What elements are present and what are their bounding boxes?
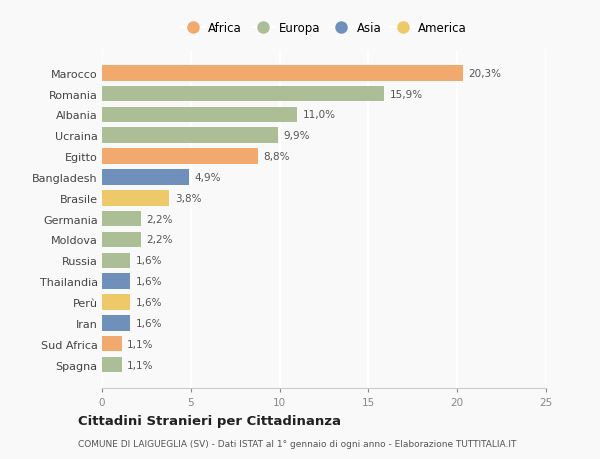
Text: 1,6%: 1,6% bbox=[136, 297, 162, 308]
Bar bbox=[102, 149, 258, 165]
Bar bbox=[102, 212, 141, 227]
Text: 15,9%: 15,9% bbox=[390, 90, 423, 100]
Bar bbox=[102, 295, 130, 310]
Text: 1,6%: 1,6% bbox=[136, 318, 162, 328]
Bar bbox=[102, 128, 278, 144]
Bar bbox=[102, 357, 122, 373]
Bar bbox=[102, 315, 130, 331]
Text: 20,3%: 20,3% bbox=[468, 69, 501, 78]
Text: 8,8%: 8,8% bbox=[263, 152, 290, 162]
Text: 1,6%: 1,6% bbox=[136, 256, 162, 266]
Text: 9,9%: 9,9% bbox=[283, 131, 310, 141]
Bar bbox=[102, 87, 385, 102]
Bar bbox=[102, 170, 189, 185]
Text: 4,9%: 4,9% bbox=[194, 173, 221, 183]
Text: 1,1%: 1,1% bbox=[127, 339, 154, 349]
Bar bbox=[102, 107, 298, 123]
Bar bbox=[102, 253, 130, 269]
Bar bbox=[102, 336, 122, 352]
Text: 1,6%: 1,6% bbox=[136, 277, 162, 286]
Bar bbox=[102, 274, 130, 289]
Bar bbox=[102, 66, 463, 81]
Bar bbox=[102, 232, 141, 248]
Text: COMUNE DI LAIGUEGLIA (SV) - Dati ISTAT al 1° gennaio di ogni anno - Elaborazione: COMUNE DI LAIGUEGLIA (SV) - Dati ISTAT a… bbox=[78, 439, 517, 448]
Text: 2,2%: 2,2% bbox=[146, 214, 173, 224]
Text: 2,2%: 2,2% bbox=[146, 235, 173, 245]
Text: 11,0%: 11,0% bbox=[302, 110, 335, 120]
Text: 1,1%: 1,1% bbox=[127, 360, 154, 369]
Text: Cittadini Stranieri per Cittadinanza: Cittadini Stranieri per Cittadinanza bbox=[78, 414, 341, 428]
Text: 3,8%: 3,8% bbox=[175, 193, 202, 203]
Legend: Africa, Europa, Asia, America: Africa, Europa, Asia, America bbox=[179, 19, 469, 37]
Bar bbox=[102, 190, 169, 206]
